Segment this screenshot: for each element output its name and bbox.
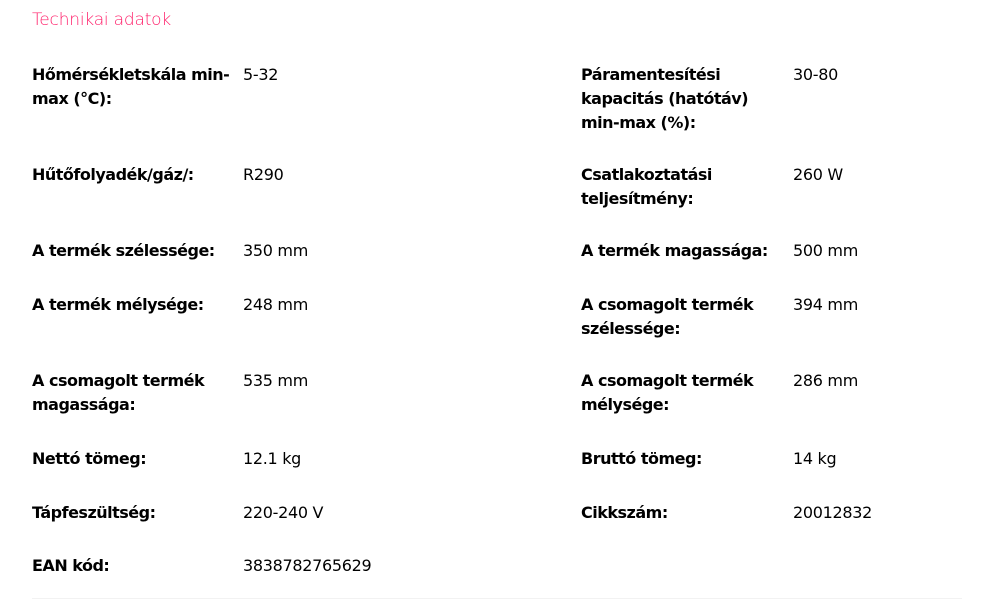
spec-value: 535 mm xyxy=(243,371,308,390)
spec-label: A csomagolt termék mélysége: xyxy=(581,371,754,414)
spec-label: Hőmérsékletskála min-max (°C): xyxy=(32,65,230,108)
spec-label: EAN kód: xyxy=(32,556,110,575)
spec-value: 260 W xyxy=(793,165,843,184)
spec-label: A csomagolt termék szélessége: xyxy=(581,295,754,338)
spec-value: 12.1 kg xyxy=(243,449,302,468)
spec-label: Hűtőfolyadék/gáz/: xyxy=(32,165,194,184)
spec-value: 286 mm xyxy=(793,371,858,390)
spec-label: A termék mélysége: xyxy=(32,295,204,314)
section-title: Technikai adatok xyxy=(32,10,172,30)
spec-value: 350 mm xyxy=(243,241,308,260)
spec-label: A csomagolt termék magassága: xyxy=(32,371,205,414)
spec-label: Cikkszám: xyxy=(581,503,668,522)
spec-value: 20012832 xyxy=(793,503,873,522)
spec-value: 30-80 xyxy=(793,65,838,84)
spec-value: 394 mm xyxy=(793,295,858,314)
spec-value: 500 mm xyxy=(793,241,858,260)
spec-value: R290 xyxy=(243,165,284,184)
spec-label: Páramentesítési kapacitás (hatótáv) min-… xyxy=(581,65,749,132)
spec-label: Nettó tömeg: xyxy=(32,449,147,468)
spec-value: 14 kg xyxy=(793,449,837,468)
spec-label: Bruttó tömeg: xyxy=(581,449,702,468)
spec-label: A termék magassága: xyxy=(581,241,768,260)
divider xyxy=(32,598,962,599)
spec-value: 5-32 xyxy=(243,65,279,84)
spec-value: 220-240 V xyxy=(243,503,324,522)
spec-label: A termék szélessége: xyxy=(32,241,215,260)
spec-value: 248 mm xyxy=(243,295,308,314)
spec-label: Csatlakoztatási teljesítmény: xyxy=(581,165,712,208)
spec-label: Tápfeszültség: xyxy=(32,503,156,522)
spec-value: 3838782765629 xyxy=(243,556,372,575)
